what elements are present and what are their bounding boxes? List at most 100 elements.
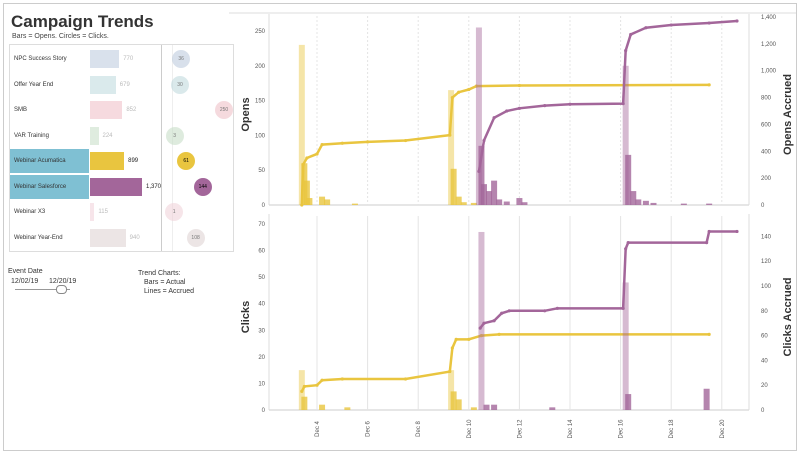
opens-bar[interactable] [90, 101, 123, 119]
dashboard-subtitle: Bars = Opens. Circles = Clicks. [12, 33, 109, 40]
accrued-point [482, 321, 486, 325]
campaign-row[interactable]: Webinar Year-End 940 108 [10, 226, 233, 250]
opens-bar[interactable] [90, 228, 126, 247]
accrued-point [315, 152, 319, 156]
y-tick-label: 60 [258, 249, 265, 255]
opens-bar[interactable] [90, 75, 116, 94]
y2-tick-label: 20 [761, 383, 768, 389]
x-tick-label: Dec 18 [669, 419, 675, 439]
accrued-point [543, 104, 547, 108]
campaign-row[interactable]: Webinar X3 115 1 [10, 200, 233, 224]
accrued-point [644, 26, 648, 30]
campaign-row[interactable]: Webinar Acumatica 899 61 [10, 149, 233, 173]
clicks-value: 250 [219, 107, 229, 113]
accrued-point [300, 389, 304, 393]
x-tick-label: Dec 16 [619, 419, 625, 439]
clicks-circle[interactable]: 108 [186, 228, 205, 247]
y-tick-label: 50 [258, 168, 265, 174]
accrued-point [517, 106, 521, 110]
top-border [229, 12, 796, 14]
clicks-value: 30 [177, 81, 183, 88]
bar-mark [460, 202, 467, 205]
y2-tick-label: 100 [761, 284, 772, 290]
slider-handle[interactable] [56, 285, 67, 294]
bar-mark [301, 396, 308, 410]
legend-lines: Lines = Accrued [144, 288, 195, 295]
campaign-name: Webinar Salesforce [10, 174, 89, 199]
bar-mark [503, 201, 510, 205]
opens-bar[interactable] [90, 50, 120, 68]
accrued-point [340, 377, 344, 381]
accrued-point [555, 306, 559, 310]
accrued-line [300, 333, 710, 392]
clicks-circle[interactable]: 30 [171, 75, 189, 94]
opens-value: 1,370 [146, 183, 162, 190]
clicks-circle[interactable]: 3 [165, 126, 184, 145]
x-tick-label: Dec 12 [517, 419, 523, 439]
accrued-point [497, 332, 501, 336]
event-date-label: Event Date [8, 268, 43, 275]
opens-bar[interactable] [90, 152, 125, 170]
campaign-row[interactable]: Webinar Salesforce 1,370 144 [10, 174, 233, 199]
y-tick-label: 150 [255, 99, 266, 105]
divider [161, 45, 162, 251]
legend-title: Trend Charts: [138, 270, 181, 277]
bar-mark [470, 202, 477, 205]
campaign-row[interactable]: NPC Success Story 770 36 [10, 47, 233, 71]
accrued-point [507, 309, 511, 313]
campaign-name: Webinar Acumatica [10, 149, 89, 173]
y-tick-label: 50 [258, 275, 265, 281]
dashboard-title: Campaign Trends [11, 12, 154, 31]
accrued-point [482, 138, 486, 143]
accrued-point [467, 87, 471, 92]
y-axis-title: Clicks [240, 301, 252, 333]
bar-mark [344, 407, 351, 410]
y2-tick-label: 600 [761, 122, 772, 128]
opens-bar[interactable] [90, 177, 142, 196]
accrued-point [707, 332, 711, 336]
accrued-point [320, 378, 324, 382]
y-tick-label: 40 [258, 302, 265, 308]
bar-mark [703, 388, 710, 410]
clicks-circle[interactable]: 1 [165, 203, 184, 221]
x-tick-label: Dec 20 [720, 419, 726, 439]
bar-mark [306, 198, 313, 205]
x-tick-label: Dec 6 [366, 421, 372, 437]
clicks-circle[interactable]: 36 [172, 50, 191, 68]
campaign-row[interactable]: Offer Year End 679 30 [10, 73, 233, 97]
campaign-row[interactable]: VAR Training 224 3 [10, 124, 233, 148]
bar-mark [478, 231, 485, 410]
clicks-circle[interactable]: 250 [215, 101, 233, 119]
y2-tick-label: 140 [761, 234, 772, 240]
clicks-circle[interactable]: 144 [193, 177, 212, 196]
x-tick-label: Dec 4 [315, 421, 321, 437]
bar-mark [642, 200, 649, 205]
divider [172, 45, 173, 251]
y2-tick-label: 1,400 [761, 15, 777, 21]
bar-mark [650, 202, 657, 205]
clicks-circle[interactable]: 61 [177, 152, 196, 170]
accrued-point [300, 203, 304, 207]
accrued-point [621, 306, 625, 310]
y2-axis-title: Opens Accrued [782, 74, 794, 155]
accrued-point [629, 32, 633, 37]
accrued-point [492, 319, 496, 323]
accrued-line [300, 83, 710, 206]
y2-tick-label: 1,200 [761, 42, 777, 48]
bar-mark [448, 370, 455, 410]
accrued-point [624, 48, 628, 53]
x-tick-label: Dec 10 [467, 419, 473, 439]
bar-mark [491, 180, 498, 205]
date-range-slider[interactable] [15, 289, 70, 290]
start-date[interactable]: 12/02/19 [11, 278, 39, 285]
bar-mark [622, 282, 629, 410]
accrued-point [366, 140, 370, 144]
opens-bar[interactable] [90, 203, 95, 221]
end-date[interactable]: 12/20/19 [49, 278, 77, 285]
opens-bar[interactable] [90, 126, 99, 145]
campaign-name: Offer Year End [14, 81, 54, 88]
y2-axis-title: Clicks Accrued [782, 277, 794, 356]
bar-mark [491, 404, 498, 410]
y2-tick-label: 40 [761, 358, 768, 364]
campaign-row[interactable]: SMB 852 250 [10, 98, 233, 122]
